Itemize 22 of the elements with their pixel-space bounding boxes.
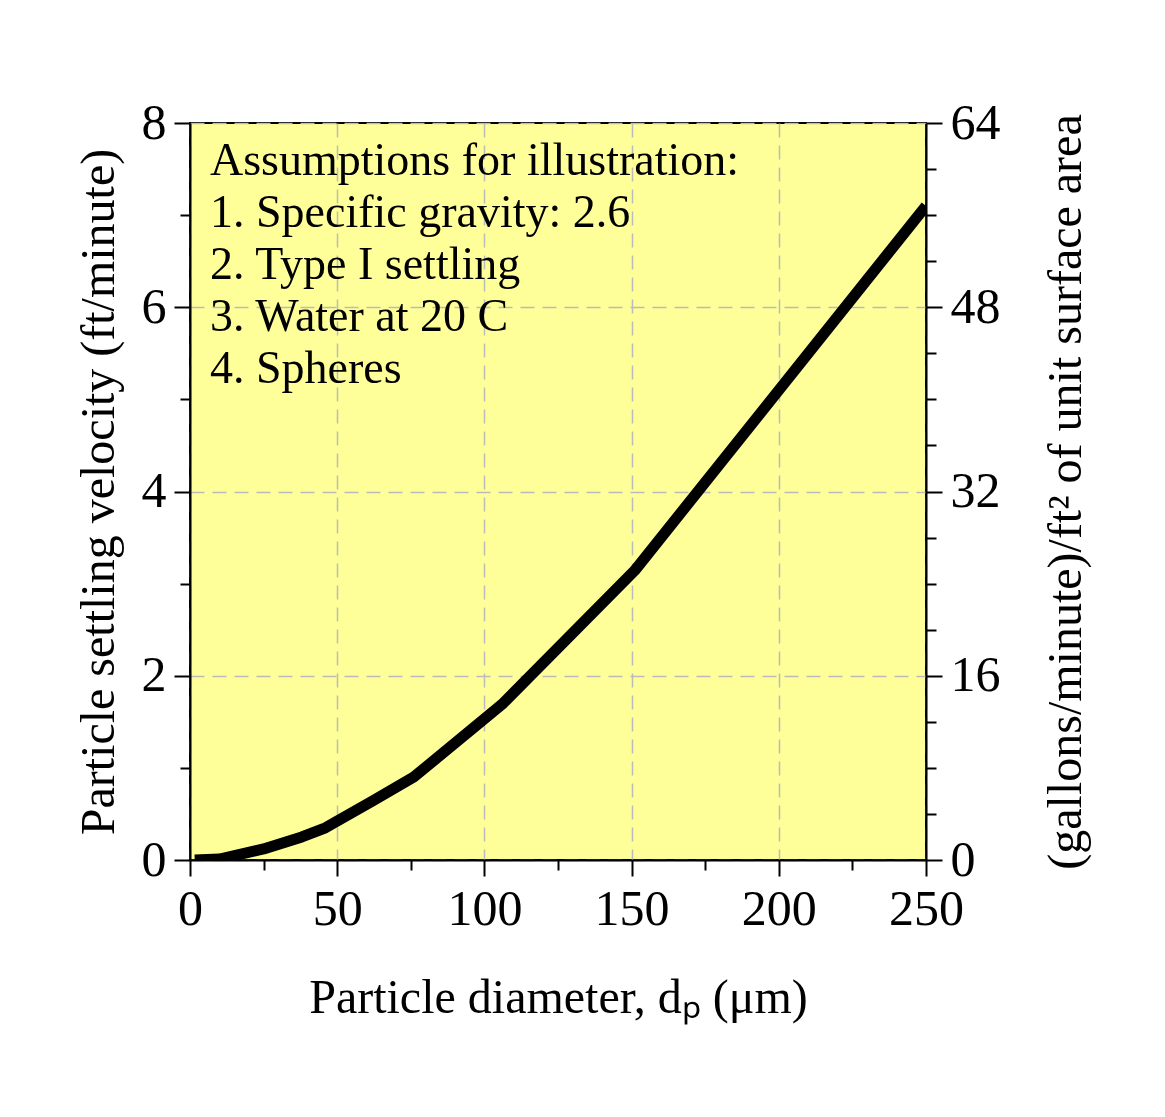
y2-axis-title: (gallons/minute)/ft² of unit surface area bbox=[1037, 114, 1092, 870]
y-tick-label: 8 bbox=[141, 93, 167, 150]
x-tick-label: 0 bbox=[178, 879, 203, 936]
annotation: 4. Spheres bbox=[210, 342, 402, 393]
annotation: 2. Type I settling bbox=[210, 238, 521, 289]
y-tick-label: 0 bbox=[141, 830, 167, 887]
y-tick-label: 2 bbox=[141, 646, 167, 703]
y-tick-label: 4 bbox=[141, 462, 167, 518]
x-tick-label: 200 bbox=[741, 879, 817, 936]
y2-tick-label: 48 bbox=[950, 277, 1001, 334]
x-tick-label: 150 bbox=[594, 879, 670, 936]
x-tick-label: 50 bbox=[312, 879, 363, 936]
annotation: Assumptions for illustration: bbox=[210, 134, 739, 185]
x-tick-label: 100 bbox=[447, 879, 523, 936]
annotation: 1. Specific gravity: 2.6 bbox=[210, 186, 631, 237]
annotation: 3. Water at 20 C bbox=[210, 290, 509, 341]
x-axis-title: Particle diameter, dₚ (μm) bbox=[309, 969, 808, 1025]
y-axis-title: Particle settling velocity (ft/minute) bbox=[70, 148, 125, 836]
y2-tick-label: 32 bbox=[950, 462, 1001, 518]
y2-tick-label: 64 bbox=[950, 93, 1001, 150]
y2-tick-label: 16 bbox=[950, 646, 1001, 703]
y-tick-label: 6 bbox=[141, 277, 167, 334]
